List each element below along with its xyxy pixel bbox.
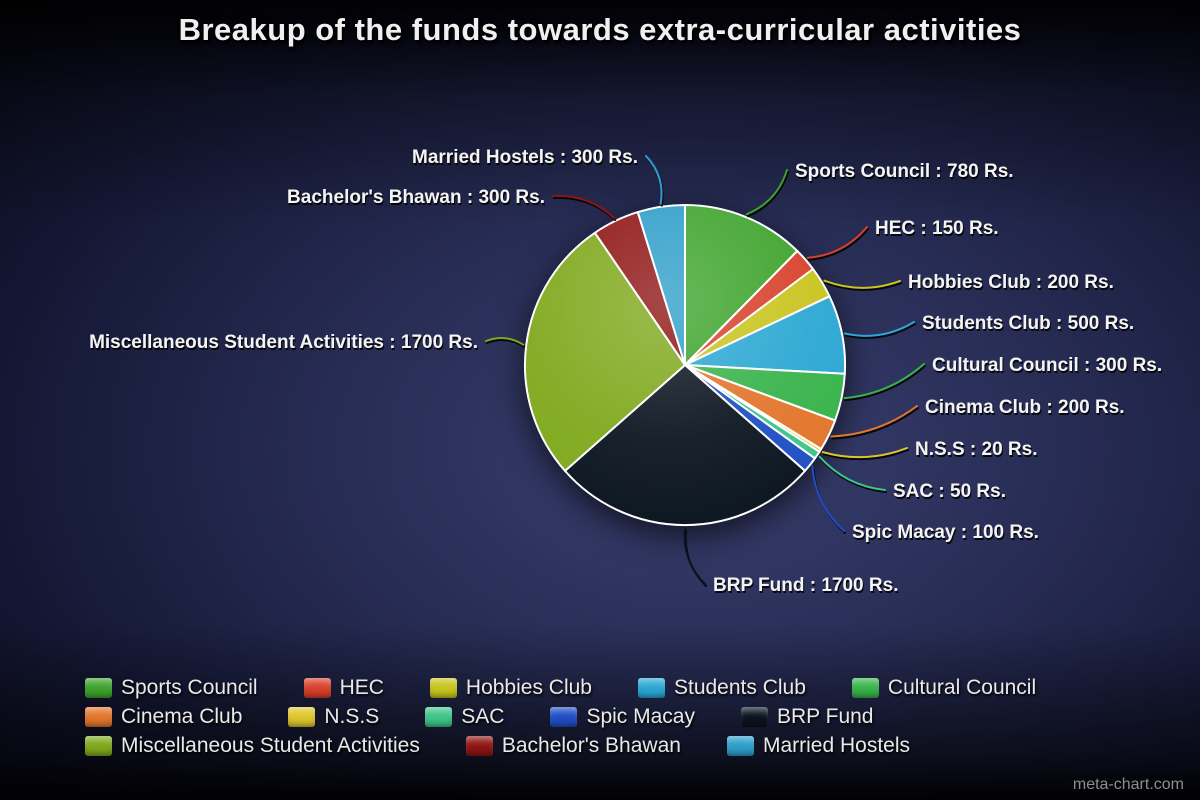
legend-swatch [288, 707, 316, 727]
legend-item: Bachelor's Bhawan [465, 734, 681, 758]
legend-swatch [726, 736, 754, 756]
legend-label: Bachelor's Bhawan [501, 734, 681, 757]
legend-item: BRP Fund [740, 705, 874, 729]
callout-line [843, 321, 915, 337]
legend: Sports Council HEC Hobbies Club Students Cl… [85, 676, 1180, 763]
pie-slices-group [523, 203, 847, 527]
legend-row: Cinema Club N.S.S SAC Spic Macay BRP Fund [85, 705, 1180, 729]
legend-item: Cinema Club [85, 705, 242, 729]
callout-line [683, 527, 706, 585]
slice-callout: Miscellaneous Student Activities : 1700 … [89, 332, 478, 353]
slice-callout: Married Hostels : 300 Rs. [412, 147, 638, 168]
legend-item: Sports Council [85, 676, 258, 700]
legend-swatch [740, 707, 768, 727]
callout-line [645, 155, 663, 205]
legend-label: HEC [339, 676, 384, 699]
legend-swatch [85, 678, 112, 698]
slice-callout: Cinema Club : 200 Rs. [925, 397, 1125, 418]
callout-line [806, 226, 868, 259]
legend-row: Miscellaneous Student Activities Bachelor… [85, 734, 1180, 758]
legend-swatch [465, 736, 493, 756]
callout-line [552, 194, 616, 220]
chart-title: Breakup of the funds towards extra-curri… [178, 12, 1022, 47]
legend-label: Sports Council [121, 676, 258, 699]
legend-label: Miscellaneous Student Activities [121, 734, 420, 757]
slice-callout: BRP Fund : 1700 Rs. [713, 575, 898, 596]
slice-callout: HEC : 150 Rs. [875, 218, 999, 239]
pie-sheen-overlay [526, 206, 844, 524]
legend-label: Hobbies Club [465, 676, 592, 699]
legend-item: N.S.S [288, 705, 379, 729]
callout-line [745, 169, 788, 216]
legend-item: Hobbies Club [429, 676, 592, 700]
legend-item: HEC [303, 676, 384, 700]
legend-swatch [303, 678, 331, 698]
callout-line [821, 447, 908, 459]
legend-label: N.S.S [324, 705, 380, 728]
callout-line [485, 337, 525, 346]
callout-lines-group [485, 155, 925, 585]
callout-line [811, 465, 845, 532]
legend-label: Cultural Council [887, 676, 1037, 699]
slice-callout: N.S.S : 20 Rs. [915, 439, 1038, 460]
slice-callout: Hobbies Club : 200 Rs. [908, 272, 1114, 293]
legend-swatch [851, 678, 879, 698]
legend-swatch [429, 678, 457, 698]
slice-callout: Bachelor's Bhawan : 300 Rs. [287, 187, 545, 208]
legend-swatch [85, 736, 112, 756]
callout-line [823, 279, 901, 289]
slice-callout: Cultural Council : 300 Rs. [932, 355, 1162, 376]
legend-swatch [637, 678, 665, 698]
callout-labels-group: Sports Council : 780 Rs. HEC : 150 Rs. Hob… [89, 147, 1162, 596]
slice-callout: Sports Council : 780 Rs. [795, 161, 1014, 182]
legend-item: SAC [425, 705, 504, 729]
legend-item: Students Club [637, 676, 806, 700]
legend-label: Married Hostels [762, 734, 910, 757]
legend-swatch [550, 707, 578, 727]
slice-callout: Spic Macay : 100 Rs. [852, 522, 1039, 543]
slice-callout: Students Club : 500 Rs. [922, 313, 1134, 334]
legend-item: Spic Macay [550, 705, 695, 729]
legend-label: SAC [461, 705, 505, 728]
callout-line [830, 405, 918, 438]
legend-item: Married Hostels [726, 734, 910, 758]
slice-callout: SAC : 50 Rs. [893, 481, 1006, 502]
callout-line [818, 455, 886, 491]
legend-swatch [425, 707, 453, 727]
legend-item: Cultural Council [851, 676, 1037, 700]
legend-label: Spic Macay [586, 705, 695, 728]
legend-label: Students Club [673, 676, 806, 699]
legend-item: Miscellaneous Student Activities [85, 734, 420, 758]
callout-line [843, 363, 925, 400]
legend-swatch [85, 707, 112, 727]
legend-row: Sports Council HEC Hobbies Club Students Cl… [85, 676, 1180, 700]
watermark: meta-chart.com [1072, 776, 1184, 793]
legend-label: Cinema Club [121, 705, 243, 728]
legend-label: BRP Fund [776, 705, 874, 728]
